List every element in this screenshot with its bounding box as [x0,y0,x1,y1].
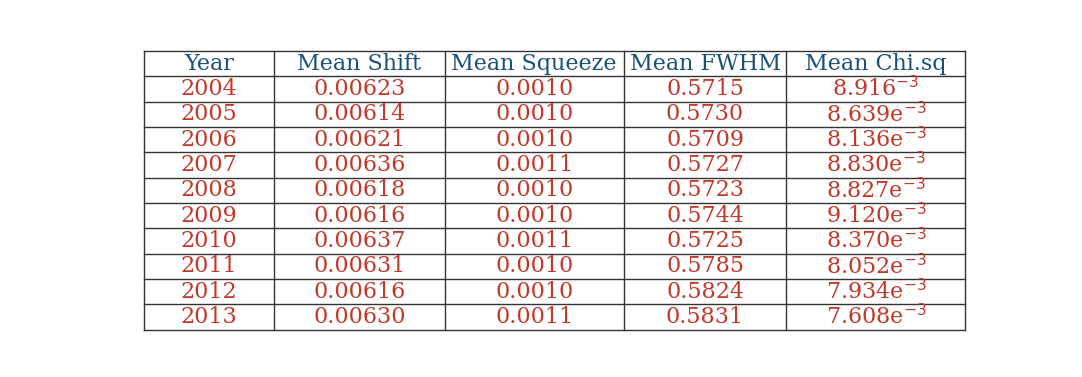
Text: $\mathregular{8.136e}^{-3}$: $\mathregular{8.136e}^{-3}$ [826,127,926,152]
Text: $\mathregular{7.934e}^{-3}$: $\mathregular{7.934e}^{-3}$ [826,279,926,304]
Text: 2010: 2010 [181,230,237,252]
Text: Mean Shift: Mean Shift [298,53,421,75]
Text: 0.00618: 0.00618 [313,179,406,201]
Text: 2008: 2008 [181,179,237,201]
Text: $\mathregular{9.120e}^{-3}$: $\mathregular{9.120e}^{-3}$ [826,203,926,228]
Text: 0.5727: 0.5727 [667,154,744,176]
Text: 2009: 2009 [181,205,237,227]
Text: 2004: 2004 [181,78,237,100]
Text: 0.5723: 0.5723 [667,179,744,201]
Text: 0.00616: 0.00616 [313,205,406,227]
Text: 2011: 2011 [181,255,237,277]
Text: 0.0010: 0.0010 [496,255,573,277]
Text: 2005: 2005 [181,103,237,126]
Text: 0.0011: 0.0011 [496,306,573,328]
Text: 2006: 2006 [181,129,237,151]
Text: 0.0011: 0.0011 [496,230,573,252]
Text: 0.00636: 0.00636 [313,154,406,176]
Text: 0.0010: 0.0010 [496,78,573,100]
Text: 0.0011: 0.0011 [496,154,573,176]
Text: Mean FWHM: Mean FWHM [630,53,780,75]
Text: 0.5709: 0.5709 [667,129,744,151]
Text: 0.0010: 0.0010 [496,129,573,151]
Text: 2013: 2013 [181,306,237,328]
Text: 0.5824: 0.5824 [667,281,744,303]
Text: 0.00631: 0.00631 [313,255,406,277]
Text: 0.0010: 0.0010 [496,205,573,227]
Text: Year: Year [184,53,234,75]
Text: $\mathregular{8.639e}^{-3}$: $\mathregular{8.639e}^{-3}$ [826,102,926,127]
Text: $\mathregular{8.370e}^{-3}$: $\mathregular{8.370e}^{-3}$ [826,228,926,254]
Text: 0.5715: 0.5715 [667,78,744,100]
Text: 0.00630: 0.00630 [313,306,406,328]
Text: 0.5744: 0.5744 [667,205,744,227]
Text: 2007: 2007 [181,154,237,176]
Text: 0.5785: 0.5785 [667,255,744,277]
Text: Mean Chi.sq: Mean Chi.sq [805,53,947,75]
Text: 0.5831: 0.5831 [667,306,744,328]
Text: $\mathregular{8.916}^{-3}$: $\mathregular{8.916}^{-3}$ [832,77,920,102]
Text: 0.00614: 0.00614 [313,103,406,126]
Text: $\mathregular{7.608e}^{-3}$: $\mathregular{7.608e}^{-3}$ [826,305,926,329]
Text: 0.00637: 0.00637 [313,230,406,252]
Text: 0.00616: 0.00616 [313,281,406,303]
Text: 0.5730: 0.5730 [667,103,744,126]
Text: 0.0010: 0.0010 [496,103,573,126]
Text: $\mathregular{8.830e}^{-3}$: $\mathregular{8.830e}^{-3}$ [826,152,926,178]
Text: 0.00623: 0.00623 [313,78,406,100]
Text: 0.5725: 0.5725 [667,230,744,252]
Text: $\mathregular{8.052e}^{-3}$: $\mathregular{8.052e}^{-3}$ [826,254,926,279]
Text: $\mathregular{8.827e}^{-3}$: $\mathregular{8.827e}^{-3}$ [826,178,926,203]
Text: 0.0010: 0.0010 [496,179,573,201]
Text: 0.00621: 0.00621 [313,129,406,151]
Text: 2012: 2012 [181,281,237,303]
Text: 0.0010: 0.0010 [496,281,573,303]
Text: Mean Squeeze: Mean Squeeze [451,53,617,75]
